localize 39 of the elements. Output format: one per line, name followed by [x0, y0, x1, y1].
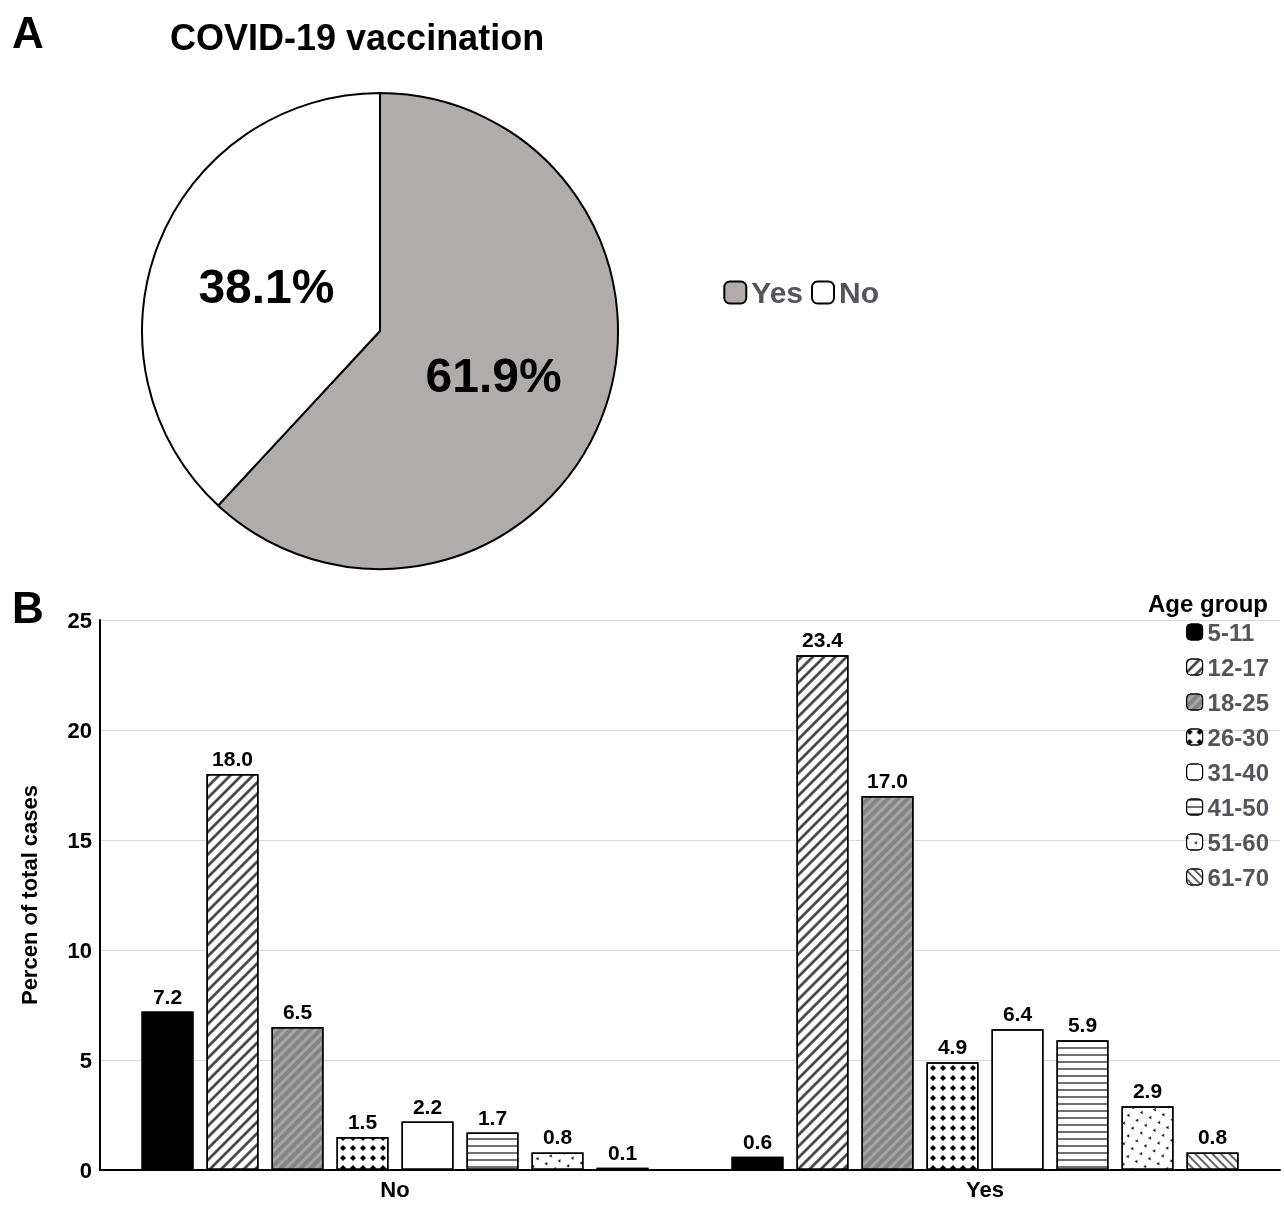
data-label: 38.1% [198, 259, 335, 313]
legend-label: 61-70 [1207, 863, 1270, 891]
data-label: 5.9 [1067, 1013, 1098, 1037]
data-label: 61.9% [425, 349, 562, 403]
legend-label: No [839, 276, 880, 309]
legend-title: Age group [1148, 589, 1269, 617]
data-label: 6.5 [282, 1000, 313, 1023]
data-label: 1.7 [477, 1105, 508, 1129]
y-tick-label: 5 [79, 1047, 92, 1073]
text: B [12, 582, 44, 632]
data-label: 0.1 [607, 1140, 638, 1164]
data-label: 2.9 [1132, 1079, 1163, 1103]
legend-label: 26-30 [1207, 723, 1270, 751]
data-label: 17.0 [867, 769, 908, 792]
legend-label: 18-25 [1207, 688, 1270, 716]
data-label: 2.2 [412, 1094, 443, 1118]
data-label: 18.0 [212, 747, 253, 770]
chart-title: COVID-19 vaccination [170, 16, 545, 58]
y-tick-label: 20 [67, 717, 92, 743]
data-label: 0.6 [742, 1129, 773, 1153]
data-label: 23.4 [802, 628, 844, 652]
y-tick-label: 10 [67, 937, 92, 963]
y-tick-label: 0 [79, 1157, 92, 1183]
legend-label: 12-17 [1207, 653, 1270, 681]
legend-label: Yes [751, 276, 804, 309]
data-label: 4.9 [937, 1035, 968, 1059]
legend-label: 31-40 [1207, 758, 1270, 786]
legend-label: 41-50 [1207, 793, 1270, 821]
data-label: 7.2 [152, 984, 183, 1008]
y-tick-label: 15 [67, 827, 92, 853]
data-label: 6.4 [1002, 1002, 1033, 1026]
data-label: 0.8 [542, 1125, 573, 1149]
data-label: 1.5 [347, 1110, 378, 1133]
y-axis-title: Percen of total cases [16, 784, 42, 1006]
legend-label: 5-11 [1207, 618, 1255, 646]
data-label: 0.8 [1197, 1125, 1228, 1149]
text: A [12, 7, 44, 57]
legend-label: 51-60 [1207, 828, 1270, 856]
y-tick-label: 25 [67, 607, 92, 633]
